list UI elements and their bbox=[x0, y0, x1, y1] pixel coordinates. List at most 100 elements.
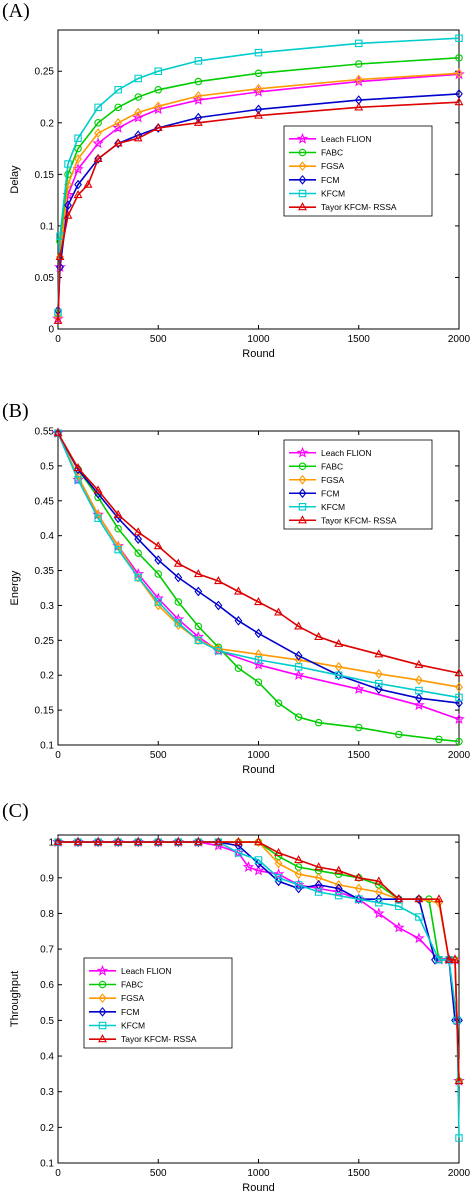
data-point bbox=[395, 730, 403, 739]
data-point bbox=[454, 1076, 464, 1085]
series-tayor-kfcm-rssa bbox=[53, 837, 464, 1085]
series-line bbox=[57, 37, 460, 313]
data-point bbox=[455, 698, 463, 709]
legend: Leach FLION FABC FGSA FCM KFCM Tayor KFCM- RS… bbox=[283, 125, 433, 217]
data-point bbox=[74, 153, 82, 164]
legend: Leach FLION FABC FGSA FCM KFCM Tayor KFCM- RS… bbox=[283, 439, 433, 530]
data-point bbox=[153, 837, 163, 846]
data-point bbox=[134, 107, 143, 118]
data-point bbox=[298, 161, 307, 172]
data-point bbox=[194, 837, 203, 848]
data-point bbox=[234, 664, 243, 672]
legend-label: FGSA bbox=[321, 475, 344, 485]
legend-label: Tayor KFCM- RSSA bbox=[121, 1034, 197, 1044]
y-tick-label: 1 bbox=[48, 838, 54, 849]
data-point bbox=[254, 104, 263, 115]
legend-label: FABC bbox=[321, 148, 343, 158]
data-point bbox=[74, 837, 82, 848]
legend-label: FGSA bbox=[321, 161, 344, 171]
data-point bbox=[194, 636, 203, 645]
legend-label: KFCM bbox=[321, 502, 345, 512]
data-point bbox=[353, 683, 365, 695]
data-point bbox=[154, 570, 163, 578]
x-tick-label: 1500 bbox=[348, 750, 371, 761]
data-point bbox=[375, 898, 383, 907]
data-point bbox=[53, 428, 63, 437]
data-point bbox=[454, 668, 464, 677]
data-point bbox=[334, 638, 344, 647]
data-point bbox=[133, 837, 143, 846]
data-point bbox=[314, 888, 323, 896]
series-line bbox=[58, 841, 460, 1082]
data-point bbox=[174, 572, 183, 583]
data-point bbox=[413, 699, 425, 711]
data-point bbox=[274, 699, 283, 707]
data-point bbox=[298, 189, 307, 198]
series-line bbox=[57, 432, 460, 674]
data-point bbox=[153, 122, 163, 132]
series-fcm bbox=[54, 89, 463, 316]
data-point bbox=[53, 837, 63, 846]
panel-c: (C) 0 500 1000 1500 2000 0.1 0.2 0.3 0.4 0.5 0.6 0.… bbox=[0, 800, 474, 1200]
y-tick-label: 0.1 bbox=[40, 221, 54, 232]
data-point bbox=[254, 596, 263, 606]
legend-label: FCM bbox=[321, 175, 339, 185]
data-point bbox=[174, 619, 183, 627]
data-point bbox=[114, 86, 122, 94]
data-point bbox=[93, 153, 103, 162]
data-point bbox=[413, 932, 425, 944]
data-point bbox=[98, 980, 107, 989]
data-point bbox=[355, 39, 363, 48]
data-point bbox=[294, 650, 303, 661]
y-axis-label: Energy bbox=[9, 570, 21, 605]
data-point bbox=[94, 837, 103, 848]
data-point bbox=[254, 83, 263, 94]
data-point bbox=[94, 119, 102, 127]
data-point bbox=[55, 251, 65, 260]
data-point bbox=[63, 210, 73, 219]
legend-box bbox=[83, 957, 233, 1049]
data-point bbox=[54, 837, 62, 848]
data-point bbox=[455, 54, 463, 62]
data-point bbox=[455, 68, 463, 79]
x-axis-label: Round bbox=[242, 764, 274, 776]
x-tick-label: 500 bbox=[150, 334, 167, 345]
data-point bbox=[455, 1134, 463, 1142]
series-line bbox=[57, 432, 460, 699]
y-tick-label: 0.35 bbox=[35, 566, 55, 577]
data-point bbox=[374, 649, 384, 658]
data-point bbox=[153, 541, 163, 550]
data-point bbox=[234, 615, 243, 626]
data-point bbox=[173, 558, 183, 567]
data-point bbox=[414, 894, 424, 903]
energy-chart: 0 500 1000 1500 2000 0.1 0.15 0.2 0.25 0.3 0.35 0.4… bbox=[9, 427, 471, 777]
data-point bbox=[414, 894, 423, 905]
data-point bbox=[453, 713, 465, 725]
data-point bbox=[453, 1016, 461, 1025]
data-point bbox=[154, 598, 162, 606]
data-point bbox=[254, 837, 263, 848]
data-point bbox=[294, 854, 304, 864]
data-point bbox=[254, 678, 263, 686]
data-point bbox=[274, 858, 283, 869]
data-point bbox=[114, 545, 122, 554]
x-tick-label: 0 bbox=[55, 750, 61, 761]
x-tick-label: 2000 bbox=[448, 750, 471, 761]
y-tick-label: 0.55 bbox=[35, 427, 55, 438]
data-point bbox=[414, 675, 423, 685]
panel-b: (B) 0 500 1000 1500 2000 0.1 0.15 0.2 0.25 0.3 0.3… bbox=[0, 400, 474, 800]
data-point bbox=[354, 894, 363, 905]
data-point bbox=[354, 723, 363, 732]
data-point bbox=[274, 847, 284, 856]
data-point bbox=[455, 34, 463, 42]
data-point bbox=[194, 57, 203, 65]
data-point bbox=[64, 200, 72, 211]
data-point bbox=[192, 94, 205, 105]
data-point bbox=[294, 713, 303, 721]
data-point bbox=[393, 921, 405, 933]
series-line bbox=[57, 72, 460, 317]
data-point bbox=[314, 718, 323, 727]
data-point bbox=[114, 524, 122, 533]
data-point bbox=[414, 659, 424, 668]
legend-label: Tayor KFCM- RSSA bbox=[321, 202, 397, 212]
